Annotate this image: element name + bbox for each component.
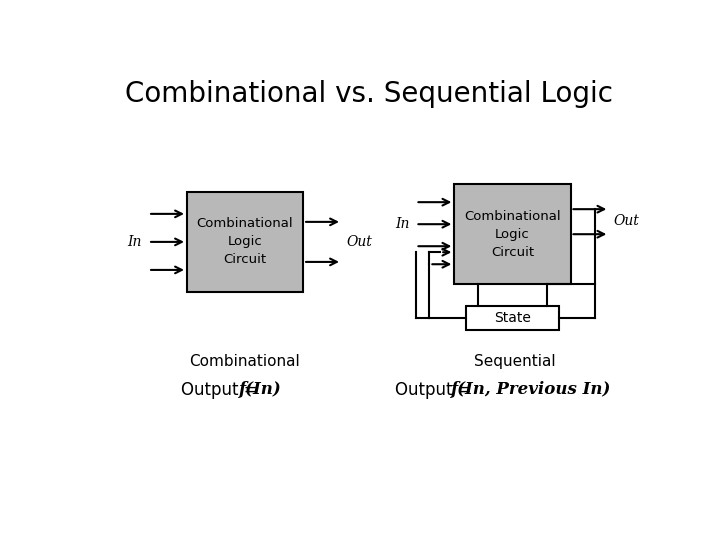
Text: In: In <box>395 217 409 231</box>
Text: Out: Out <box>346 235 372 249</box>
Text: In: In <box>127 235 142 249</box>
Bar <box>466 306 559 330</box>
Text: Combinational
Logic
Circuit: Combinational Logic Circuit <box>464 210 561 259</box>
Text: f(In): f(In) <box>239 381 282 398</box>
Text: Combinational vs. Sequential Logic: Combinational vs. Sequential Logic <box>125 80 613 108</box>
Text: State: State <box>494 311 531 325</box>
Bar <box>187 192 303 292</box>
Bar <box>454 184 570 284</box>
Text: Combinational: Combinational <box>189 354 300 368</box>
Text: Combinational
Logic
Circuit: Combinational Logic Circuit <box>197 218 293 266</box>
Text: Sequential: Sequential <box>474 354 556 368</box>
Text: f(In, Previous In): f(In, Previous In) <box>451 381 611 398</box>
Text: Output =: Output = <box>395 381 477 399</box>
Text: Out: Out <box>614 214 640 228</box>
Text: Output =: Output = <box>181 381 264 399</box>
